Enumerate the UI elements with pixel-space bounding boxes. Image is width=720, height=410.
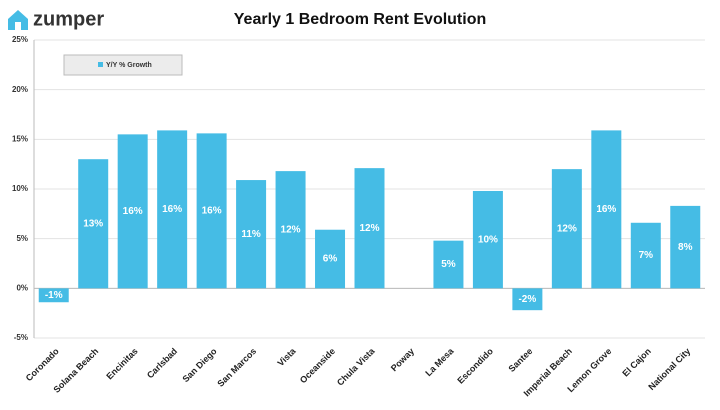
bar — [78, 159, 109, 289]
bar — [236, 180, 267, 289]
x-tick-label: Encinitas — [104, 346, 139, 381]
legend-swatch — [98, 62, 103, 67]
legend-label: Y/Y % Growth — [106, 62, 152, 69]
value-label: 7% — [639, 250, 654, 261]
value-label: 10% — [478, 234, 498, 245]
value-label: 11% — [241, 229, 261, 240]
logo: zumper — [8, 8, 104, 30]
value-label: 5% — [441, 259, 456, 270]
x-tick-label: Chula Vista — [335, 345, 377, 387]
bar — [591, 130, 622, 289]
value-label: 16% — [596, 204, 616, 215]
value-label: 13% — [83, 218, 103, 229]
value-label: 8% — [678, 242, 693, 253]
logo-text: zumper — [33, 8, 104, 30]
value-label: 16% — [123, 206, 143, 217]
value-label: -1% — [45, 290, 63, 301]
chart-title: Yearly 1 Bedroom Rent Evolution — [234, 11, 487, 28]
bar — [433, 240, 464, 289]
value-label: -2% — [518, 294, 536, 305]
bar — [512, 288, 543, 311]
y-tick-label: 0% — [16, 283, 28, 292]
x-tick-label: San Diego — [181, 346, 220, 385]
y-tick-label: -5% — [14, 333, 28, 342]
x-tick-label: Oceanside — [298, 346, 337, 385]
x-tick-label: National City — [646, 346, 692, 392]
x-tick-label: Santee — [507, 346, 535, 374]
y-tick-label: 5% — [16, 234, 28, 243]
value-label: 12% — [359, 223, 379, 234]
bar — [551, 169, 582, 289]
bar — [275, 171, 306, 289]
bar — [117, 134, 148, 289]
logo-icon — [8, 10, 28, 30]
bar — [196, 133, 227, 289]
x-tick-label: La Mesa — [423, 345, 456, 378]
y-tick-label: 25% — [12, 35, 28, 44]
bar — [157, 130, 188, 289]
value-label: 16% — [202, 205, 222, 216]
bar — [38, 288, 69, 303]
x-tick-label: Coronado — [24, 346, 61, 383]
x-tick-label: Escondido — [455, 346, 495, 386]
bar — [315, 229, 346, 289]
bar — [354, 168, 385, 289]
logo-door — [15, 22, 21, 30]
value-label: 16% — [162, 204, 182, 215]
x-tick-label: Poway — [389, 346, 416, 373]
x-tick-label: San Marcos — [215, 346, 258, 389]
y-tick-label: 15% — [12, 134, 28, 143]
x-tick-label: El Cajon — [620, 346, 653, 379]
bar — [670, 205, 701, 289]
legend-box — [63, 54, 183, 76]
x-tick-label: Vista — [275, 345, 298, 368]
bar — [630, 222, 661, 289]
value-label: 12% — [557, 223, 577, 234]
bar — [472, 190, 503, 289]
value-label: 12% — [281, 224, 301, 235]
x-tick-label: Carlsbad — [145, 346, 179, 380]
y-tick-label: 10% — [12, 184, 28, 193]
value-label: 6% — [323, 254, 338, 265]
y-tick-label: 20% — [12, 85, 28, 94]
